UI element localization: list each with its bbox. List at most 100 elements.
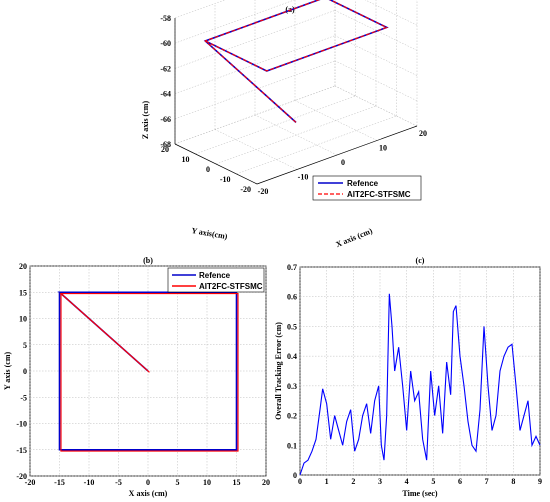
panel-b-xtick-8: 20 xyxy=(262,478,270,487)
panel-c-xtick-8: 8 xyxy=(511,477,515,486)
panel-c-xtick-2: 2 xyxy=(351,477,355,486)
panel-a-ticks: -58 -60 -62 -64 -66 -68 -20 -10 0 10 20 -20 -10 0 10 20 xyxy=(160,14,427,196)
panel-a-series-0 xyxy=(203,0,389,123)
panel-c-ytick-7: 0 xyxy=(293,471,297,480)
panel-c-xtick-5: 5 xyxy=(431,477,435,486)
panel-a-y-axis xyxy=(174,143,258,185)
panel-a-legend-ref: Refence xyxy=(347,179,379,188)
panel-c-ytick-5: 0.2 xyxy=(287,412,297,421)
panel-a-backwall-gridline-z-1 xyxy=(174,60,336,120)
panel-c-title: (c) xyxy=(416,256,425,265)
panel-a-backwall-gridline-z-3 xyxy=(174,10,336,69)
panel-b-xlabel: X axis (cm) xyxy=(129,489,168,498)
panel-c-xtick-6: 6 xyxy=(458,477,462,486)
panel-b-legend-ctrl: AIT2FC-STFSMC xyxy=(199,282,263,291)
panel-b-xtick-7: 15 xyxy=(233,478,241,487)
panel-a-backwall-gridline-z-5 xyxy=(174,0,226,19)
panel-c-ticks: 0 1 2 3 4 5 6 7 8 9 0.7 0.6 0.5 0.4 0.3 0.2 0.1 0 xyxy=(287,263,542,486)
panel-b-xtick-1: -15 xyxy=(54,478,65,487)
panel-a-sidewall-gridline-z-2 xyxy=(334,35,418,76)
panel-b-xtick-2: -10 xyxy=(84,478,95,487)
panel-c-ytick-3: 0.4 xyxy=(287,352,297,361)
panel-b-legend-ref: Refence xyxy=(199,271,231,280)
panel-a-backwall-gridline-z-0 xyxy=(174,85,336,145)
panel-c-ytick-0: 0.7 xyxy=(287,263,297,272)
panel-b-ylabel: Y axis (cm) xyxy=(3,351,12,390)
panel-a-sidewall-gridline-z-1 xyxy=(334,60,418,102)
panel-a-floor-gridline-y-2 xyxy=(215,105,377,165)
panel-a-sidewall-gridline-z-3 xyxy=(334,10,418,51)
panel-b-ytick-1: 15 xyxy=(19,288,27,297)
panel-c-xtick-3: 3 xyxy=(378,477,382,486)
panel-b-ytick-5: -5 xyxy=(20,393,27,402)
panel-c-series-0 xyxy=(299,293,541,476)
panel-c-xlabel: Time (sec) xyxy=(402,489,438,498)
panel-a-xtick-0: -20 xyxy=(258,187,269,196)
panel-a-sidewall-gridline-z-0 xyxy=(334,85,418,127)
panel-a-legend-ctrl: AIT2FC-STFSMC xyxy=(347,190,411,199)
panel-a-xtick-2: 0 xyxy=(341,158,345,167)
panel-a-zlabel: Z axis (cm) xyxy=(141,101,150,140)
panel-c-xtick-7: 7 xyxy=(485,477,489,486)
panel-c-grid xyxy=(299,266,541,476)
panel-c: (c) 0 1 2 3 4 5 6 7 8 9 0.7 0.6 0.5 0.4 0.3 0.2 0.1 0 Tim… xyxy=(274,256,542,498)
panel-a-xtick-4: 20 xyxy=(419,129,427,138)
panel-a-sidewall-gridline-z-4 xyxy=(364,0,418,26)
panel-c-series xyxy=(299,293,541,476)
panel-b-xtick-5: 5 xyxy=(176,478,180,487)
panel-c-ytick-1: 0.6 xyxy=(287,293,297,302)
panel-a-ytick-4: 20 xyxy=(161,145,169,154)
panel-a-backwall-gridline-z-4 xyxy=(174,0,295,44)
panel-a-ytick-1: -10 xyxy=(220,175,231,184)
panel-c-xtick-1: 1 xyxy=(325,477,329,486)
panel-b-ytick-2: 10 xyxy=(19,315,27,324)
panel-a-x-axis xyxy=(256,125,418,185)
panel-b-legend: Refence AIT2FC-STFSMC xyxy=(167,267,265,293)
panel-a-ztick-4: -66 xyxy=(160,115,171,124)
panel-c-ylabel: Overall Tracking Error (cm) xyxy=(274,322,283,420)
panel-a-ylabel: Y axis(cm) xyxy=(191,226,229,241)
panel-a-ytick-2: 0 xyxy=(206,165,210,174)
panel-c-ytick-4: 0.3 xyxy=(287,382,297,391)
panel-b-ytick-3: 5 xyxy=(23,341,27,350)
panel-b-xtick-6: 10 xyxy=(203,478,211,487)
panel-c-ytick-2: 0.5 xyxy=(287,322,297,331)
panel-a-ztick-1: -60 xyxy=(160,39,171,48)
panel-b-xtick-0: -20 xyxy=(25,478,36,487)
panel-a-floor-gridline-x-3 xyxy=(294,100,378,141)
panel-b-ticks: -20 -15 -10 -5 0 5 10 15 20 20 15 10 5 0 -5 -10 -15 -20 xyxy=(16,262,270,487)
panel-a-ztick-5: -68 xyxy=(160,140,171,149)
panel-a-ztick-3: -64 xyxy=(160,90,171,99)
panel-b-ytick-6: -10 xyxy=(16,420,27,429)
panel-a-xtick-3: 10 xyxy=(379,144,387,153)
panel-a-series-1 xyxy=(204,0,389,123)
panel-a-ztick-2: -62 xyxy=(160,64,171,73)
panel-a-ytick-0: -20 xyxy=(240,185,251,194)
panel-b-series xyxy=(57,291,239,452)
panel-c-ytick-6: 0.1 xyxy=(287,441,297,450)
panel-b-ytick-7: -15 xyxy=(16,446,27,455)
panel-b-ytick-4: 0 xyxy=(23,367,27,376)
panel-b-ytick-8: -20 xyxy=(16,472,27,481)
panel-a-ytick-3: 10 xyxy=(182,155,190,164)
panel-b-xtick-3: -5 xyxy=(115,478,122,487)
panel-a-floor-gridline-y-3 xyxy=(195,95,356,155)
panel-b-legend-box xyxy=(167,267,265,293)
panel-b-title: (b) xyxy=(143,256,153,265)
panel-a-legend: Refence AIT2FC-STFSMC xyxy=(312,175,422,201)
panel-b-ytick-0: 20 xyxy=(19,262,27,271)
panel-b-xtick-4: 0 xyxy=(146,478,150,487)
panel-a-legend-box xyxy=(312,175,422,201)
panel-c-xtick-4: 4 xyxy=(405,477,409,486)
panel-c-xtick-0: 0 xyxy=(298,477,302,486)
panel-b: (b) -20 -15 -10 -5 0 5 10 15 2020151050-5-10-15-… xyxy=(3,256,270,498)
panel-a-floor-gridline-y-1 xyxy=(236,115,397,175)
panel-c-plot-area xyxy=(299,266,541,476)
panel-a-xlabel: X axis (cm) xyxy=(334,226,374,249)
panel-a-ztick-0: -58 xyxy=(160,14,171,23)
panel-c-xtick-9: 9 xyxy=(538,477,542,486)
panel-a-grid xyxy=(174,0,418,185)
panel-b-series-1 xyxy=(59,292,239,452)
panel-a-series xyxy=(203,0,389,123)
